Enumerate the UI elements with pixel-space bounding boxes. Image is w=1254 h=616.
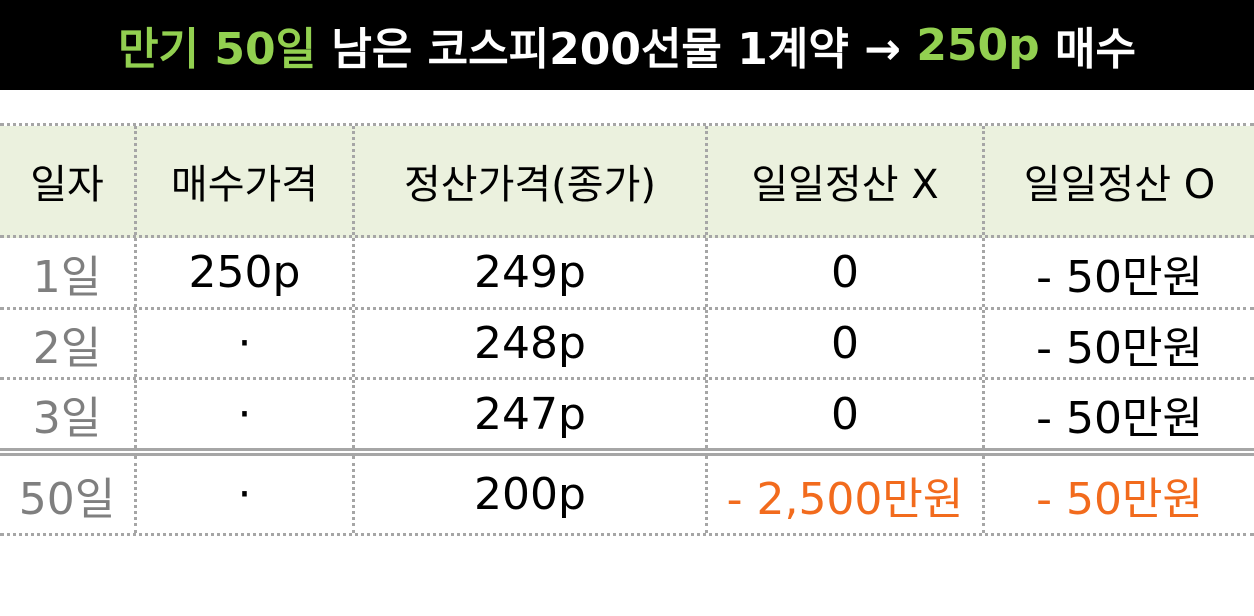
daily-settlement-cell: - 50만원 [1036, 393, 1203, 444]
settlement-table: 일자 매수가격 정산가격(종가) 일일정산 X 일일정산 O 1일 250p 2… [0, 123, 1254, 536]
daily-settlement-cell: - 50만원 [1036, 322, 1203, 374]
day-cell: 50일 [0, 456, 137, 533]
title-price: 250p [916, 19, 1040, 71]
title-description: 남은 코스피200선물 1계약 → [316, 24, 917, 75]
settlement-price-cell: 247p [355, 380, 708, 448]
header-daily-settlement: 일일정산 O [1023, 161, 1216, 208]
day-cell: 3일 [0, 380, 137, 448]
buy-price-cell: 250p [137, 238, 355, 307]
no-daily-settlement-cell: 0 [708, 380, 985, 448]
no-daily-settlement-cell: - 2,500만원 [708, 456, 985, 533]
daily-settlement-cell: - 50만원 [1036, 251, 1203, 303]
day-cell: 1일 [0, 238, 137, 307]
header-day: 일자 [0, 126, 137, 235]
daily-settlement-cell: - 50만원 [1036, 473, 1203, 525]
table-header-row: 일자 매수가격 정산가격(종가) 일일정산 X 일일정산 O [0, 126, 1254, 238]
buy-price-cell: · [137, 310, 355, 377]
day-cell: 2일 [0, 310, 137, 377]
settlement-price-cell: 200p [355, 456, 708, 533]
header-no-daily-settlement: 일일정산 X [708, 126, 985, 235]
table-row: 3일 · 247p 0 - 50만원 [0, 380, 1254, 456]
header-buy-price: 매수가격 [137, 126, 355, 235]
table-row: 1일 250p 249p 0 - 50만원 [0, 238, 1254, 310]
table-row-final: 50일 · 200p - 2,500만원 - 50만원 [0, 456, 1254, 536]
title-maturity: 만기 50일 [118, 24, 317, 75]
buy-price-cell: · [137, 380, 355, 448]
no-daily-settlement-cell: 0 [708, 238, 985, 307]
buy-price-cell: · [137, 456, 355, 533]
header-settlement-price: 정산가격(종가) [355, 126, 708, 235]
no-daily-settlement-cell: 0 [708, 310, 985, 377]
table-row: 2일 · 248p 0 - 50만원 [0, 310, 1254, 380]
title-action: 매수 [1039, 24, 1136, 75]
settlement-price-cell: 249p [355, 238, 708, 307]
title-banner: 만기 50일 남은 코스피200선물 1계약 → 250p 매수 [0, 0, 1254, 90]
settlement-price-cell: 248p [355, 310, 708, 377]
